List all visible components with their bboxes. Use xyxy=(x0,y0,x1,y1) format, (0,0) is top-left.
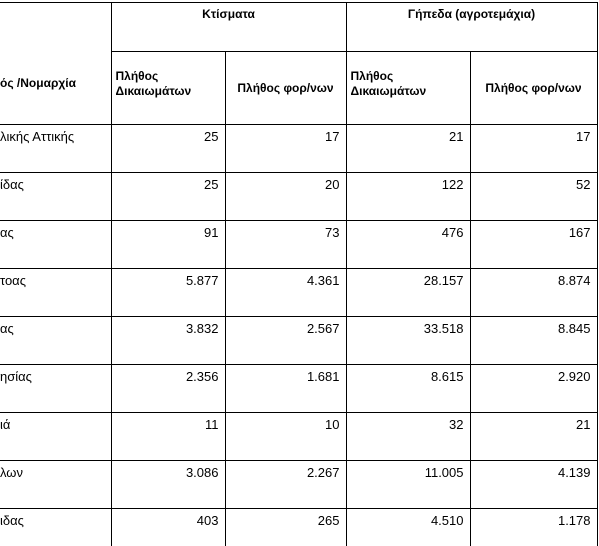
row-label: λων xyxy=(0,460,112,509)
cell-value: 265 xyxy=(224,508,347,546)
subheader: Πλήθος φορ/νων xyxy=(469,51,598,125)
cell-value: 17 xyxy=(224,124,347,173)
group-header: Κτίσματα xyxy=(110,2,347,52)
row-label: ιά xyxy=(0,412,112,461)
cell-value: 17 xyxy=(469,124,598,173)
cell-value: 8.615 xyxy=(345,364,471,413)
cell-value: 167 xyxy=(469,220,598,269)
row-label: ίδας xyxy=(0,172,112,221)
header-row: ός /Νομαρχία Κτίσματα Γήπεδα (αγροτεμάχι… xyxy=(0,2,598,125)
cell-value: 11.005 xyxy=(345,460,471,509)
table-row: ίδας 25 20 122 52 xyxy=(0,172,598,221)
table-row: ιδας 403 265 4.510 1.178 xyxy=(0,508,598,546)
cell-value: 52 xyxy=(469,172,598,221)
cell-value: 10 xyxy=(224,412,347,461)
row-header: ός /Νομαρχία xyxy=(0,2,112,125)
cell-value: 33.518 xyxy=(345,316,471,365)
subheader-row: Πλήθος Δικαιωμάτων Πλήθος φορ/νων Πλήθος… xyxy=(0,51,598,125)
cell-value: 4.361 xyxy=(224,268,347,317)
cell-value: 91 xyxy=(110,220,226,269)
cell-value: 28.157 xyxy=(345,268,471,317)
cell-value: 8.874 xyxy=(469,268,598,317)
cell-value: 3.832 xyxy=(110,316,226,365)
table-row: τοας 5.877 4.361 28.157 8.874 xyxy=(0,268,598,317)
row-label: ησίας xyxy=(0,364,112,413)
table-row: ησίας 2.356 1.681 8.615 2.920 xyxy=(0,364,598,413)
cell-value: 11 xyxy=(110,412,226,461)
cell-value: 32 xyxy=(345,412,471,461)
cell-value: 5.877 xyxy=(110,268,226,317)
table-row: ας 3.832 2.567 33.518 8.845 xyxy=(0,316,598,365)
subheader: Πλήθος Δικαιωμάτων xyxy=(345,51,471,125)
cell-value: 2.920 xyxy=(469,364,598,413)
row-label: τοας xyxy=(0,268,112,317)
cell-value: 2.356 xyxy=(110,364,226,413)
subheader: Πλήθος Δικαιωμάτων xyxy=(110,51,226,125)
cell-value: 25 xyxy=(110,172,226,221)
cell-value: 1.178 xyxy=(469,508,598,546)
cell-value: 403 xyxy=(110,508,226,546)
cell-value: 73 xyxy=(224,220,347,269)
row-label: λικής Αττικής xyxy=(0,124,112,173)
cell-value: 2.267 xyxy=(224,460,347,509)
cell-value: 1.681 xyxy=(224,364,347,413)
cell-value: 4.510 xyxy=(345,508,471,546)
table-row: ας 91 73 476 167 xyxy=(0,220,598,269)
cell-value: 8.845 xyxy=(469,316,598,365)
cell-value: 4.139 xyxy=(469,460,598,509)
cell-value: 476 xyxy=(345,220,471,269)
table-row: ιά 11 10 32 21 xyxy=(0,412,598,461)
subheader: Πλήθος φορ/νων xyxy=(224,51,347,125)
cell-value: 122 xyxy=(345,172,471,221)
cell-value: 21 xyxy=(469,412,598,461)
cell-value: 2.567 xyxy=(224,316,347,365)
table-row: λων 3.086 2.267 11.005 4.139 xyxy=(0,460,598,509)
row-label: ας xyxy=(0,220,112,269)
group-header: Γήπεδα (αγροτεμάχια) xyxy=(345,2,598,52)
table-row: λικής Αττικής 25 17 21 17 xyxy=(0,124,598,173)
cell-value: 20 xyxy=(224,172,347,221)
cell-value: 21 xyxy=(345,124,471,173)
row-label: ιδας xyxy=(0,508,112,546)
row-label: ας xyxy=(0,316,112,365)
cell-value: 3.086 xyxy=(110,460,226,509)
cell-value: 25 xyxy=(110,124,226,173)
